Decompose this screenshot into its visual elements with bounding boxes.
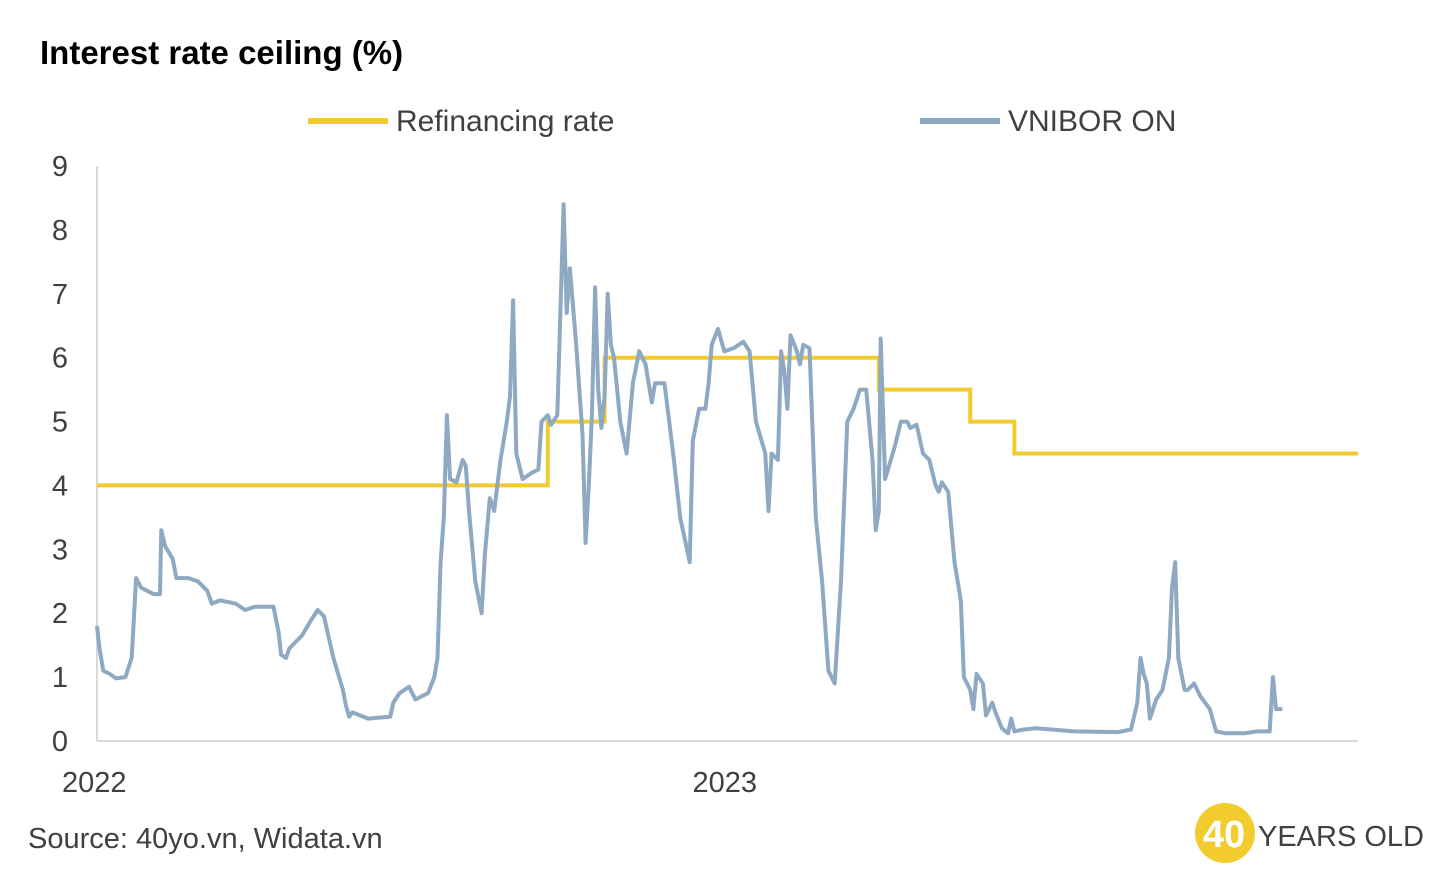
legend: Refinancing rate VNIBOR ON (308, 105, 1176, 138)
source-note: Source: 40yo.vn, Widata.vn (28, 823, 383, 855)
series-line-vnibor-on (95, 202, 1283, 736)
y-tick-label: 4 (52, 470, 68, 502)
logo-circle (1195, 803, 1255, 863)
y-tick-label: 6 (52, 343, 68, 375)
legend-label-refinancing-rate: Refinancing rate (396, 105, 614, 138)
legend-label-vnibor-on: VNIBOR ON (1008, 105, 1176, 138)
y-tick-label: 0 (52, 726, 68, 758)
y-tick-label: 8 (52, 215, 68, 247)
x-tick-label: 2022 (62, 767, 127, 799)
y-tick-label: 9 (52, 151, 68, 183)
y-tick-label: 2 (52, 598, 68, 630)
y-axis-ticks: 0 1 2 3 4 5 6 7 8 9 (52, 151, 68, 758)
logo: 40 YEARS OLD (1195, 803, 1424, 863)
x-axis-ticks: 2022 2023 (62, 767, 757, 799)
logo-text: YEARS OLD (1258, 821, 1424, 853)
y-tick-label: 5 (52, 407, 68, 439)
y-tick-label: 1 (52, 662, 68, 694)
logo-number: 40 (1203, 814, 1245, 856)
x-tick-label: 2023 (693, 767, 758, 799)
y-tick-label: 7 (52, 279, 68, 311)
chart-title: Interest rate ceiling (%) (40, 34, 403, 71)
y-tick-label: 3 (52, 534, 68, 566)
series-line-refinancing-rate (97, 355, 1358, 488)
